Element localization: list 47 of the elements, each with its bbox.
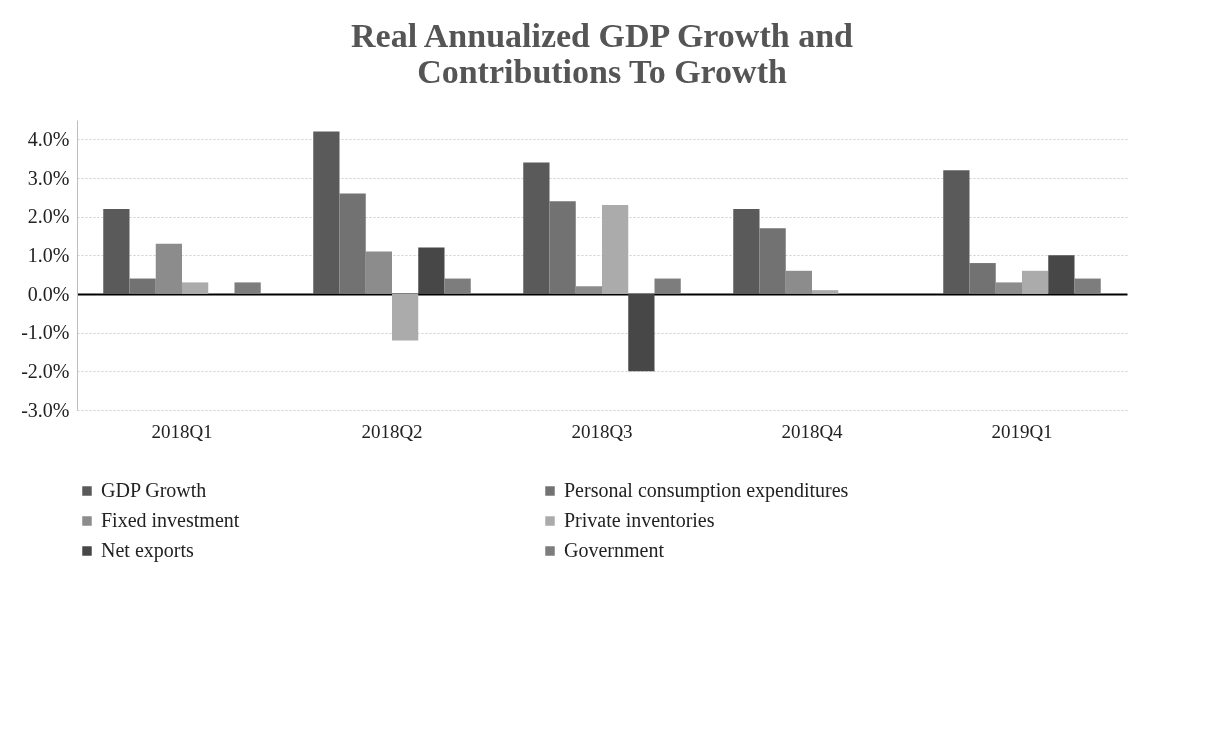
bar [1048,255,1075,294]
bar [575,286,602,294]
bar [812,290,839,294]
bar [785,270,812,294]
bar [365,251,392,294]
x-tick-label: 2018Q1 [151,420,213,442]
x-tick-label: 2018Q4 [781,420,844,442]
bar [1074,278,1101,294]
bar [759,228,786,294]
bar [392,294,419,341]
legend-label: GDP Growth [101,479,207,501]
y-tick-label: 4.0% [27,127,70,150]
bar [1022,270,1049,294]
bar [943,170,970,294]
bar [103,208,130,294]
bar [602,205,629,294]
bar [339,193,366,294]
y-tick-label: -3.0% [21,398,70,421]
bar [182,282,209,294]
legend-label: Government [564,539,665,561]
legend-label: Private inventories [564,509,715,531]
y-tick-label: -1.0% [21,321,70,344]
x-tick-label: 2018Q3 [571,420,633,442]
bar [129,278,156,294]
bar [234,282,261,294]
bar [523,162,550,294]
legend-label: Personal consumption expenditures [564,479,849,502]
y-tick-label: 2.0% [27,205,70,228]
chart-title: Real Annualized GDP Growth and Contributions To Growth [351,17,854,90]
y-tick-label: 1.0% [27,243,70,266]
y-tick-label: 0.0% [27,282,70,305]
legend-label: Net exports [101,539,194,562]
bar [155,243,182,294]
x-tick-label: 2018Q2 [361,420,423,442]
bar [733,208,760,294]
x-tick-label: 2019Q1 [991,420,1053,442]
y-tick-label: -2.0% [21,359,70,382]
legend-label: Fixed investment [101,509,240,531]
bar [654,278,681,294]
bar [418,247,445,294]
bar [969,263,996,294]
bar [549,201,576,294]
y-tick-label: 3.0% [27,166,70,189]
bar [628,294,655,372]
bar [313,131,340,294]
bar [444,278,471,294]
bar [995,282,1022,294]
